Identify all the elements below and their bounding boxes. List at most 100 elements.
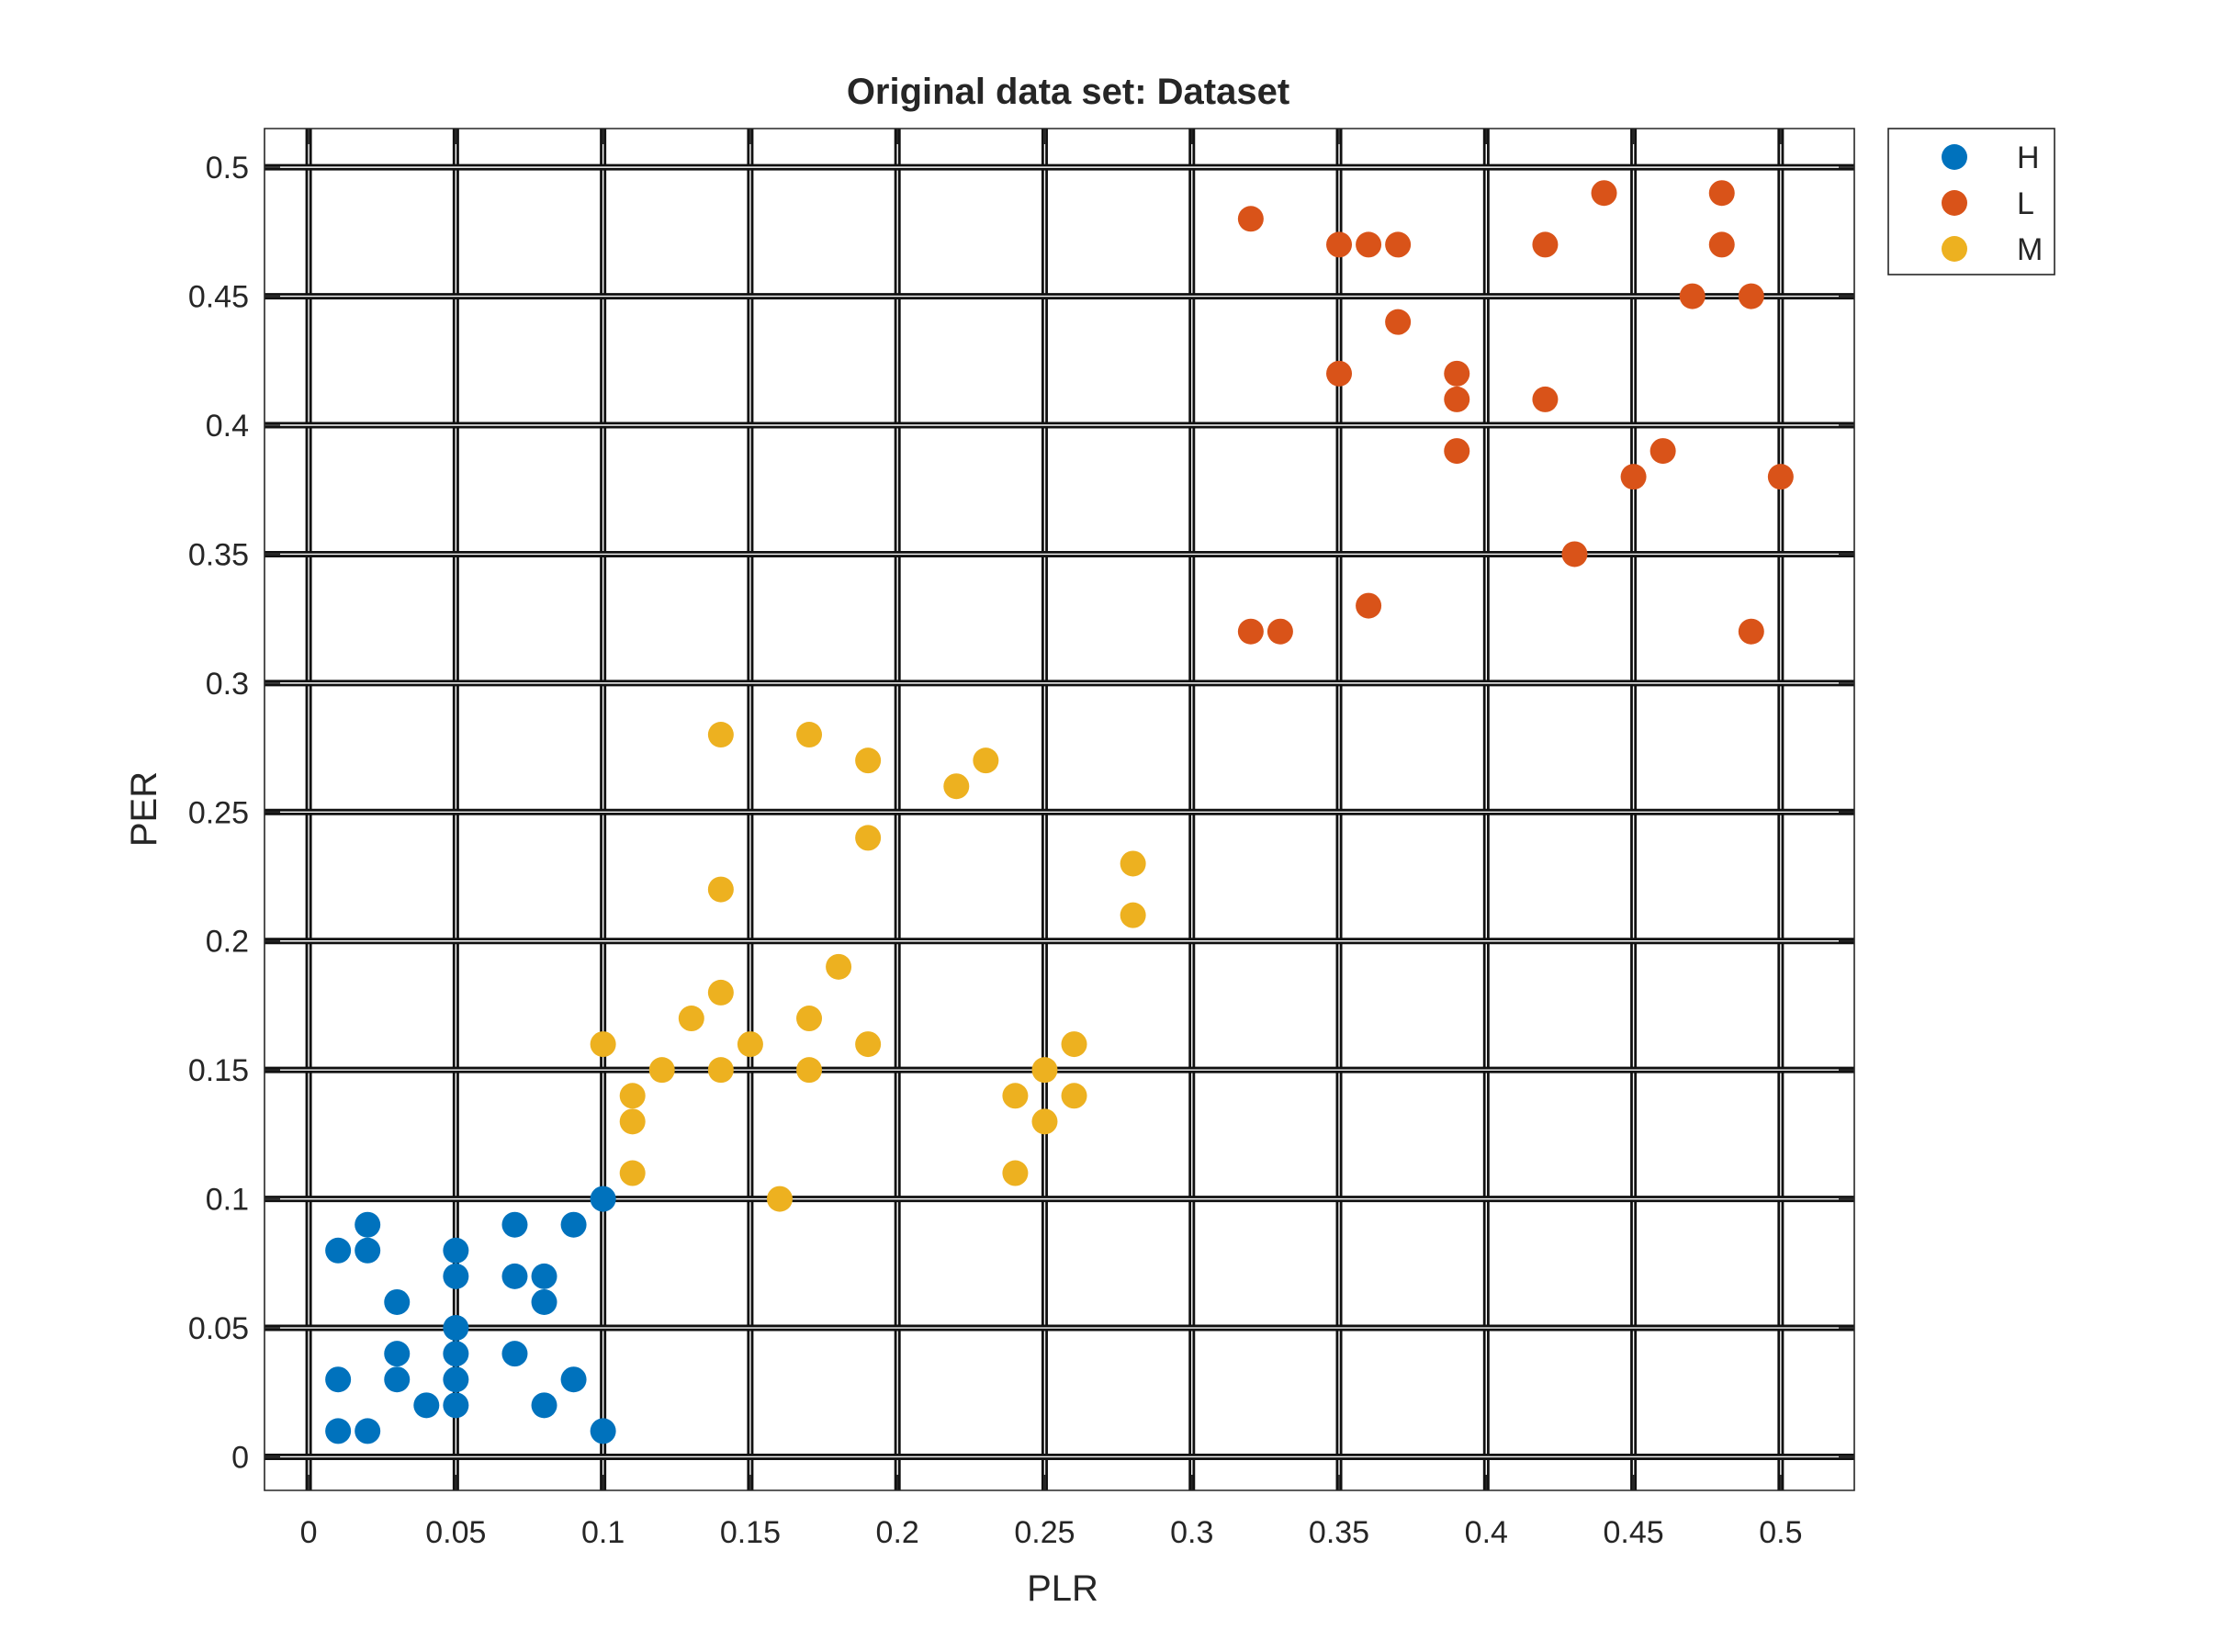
data-point-L bbox=[1444, 360, 1470, 387]
data-point-M bbox=[796, 722, 823, 748]
data-point-M bbox=[619, 1160, 646, 1186]
data-point-L bbox=[1561, 541, 1588, 568]
data-point-H bbox=[384, 1288, 411, 1315]
y-tick-label: 0.45 bbox=[188, 280, 249, 315]
data-point-H bbox=[325, 1237, 352, 1264]
data-point-M bbox=[973, 747, 999, 774]
data-point-M bbox=[707, 1057, 734, 1084]
y-tick-labels: 0 0.05 0.1 0.15 0.2 0.25 0.3 0.35 0.4 0.45 0.5 bbox=[188, 151, 249, 1475]
x-tick-label: 0.25 bbox=[1014, 1515, 1075, 1550]
data-point-H bbox=[325, 1366, 352, 1393]
data-point-M bbox=[707, 979, 734, 1006]
data-point-M bbox=[737, 1031, 763, 1058]
legend-box bbox=[1887, 128, 2055, 275]
data-point-M bbox=[1120, 902, 1146, 928]
x-tick-label: 0.05 bbox=[425, 1515, 486, 1550]
data-points bbox=[325, 180, 1794, 1444]
data-point-M bbox=[1061, 1083, 1087, 1109]
data-point-L bbox=[1356, 592, 1382, 619]
data-point-H bbox=[384, 1341, 411, 1367]
data-point-H bbox=[531, 1392, 557, 1419]
data-point-H bbox=[325, 1418, 352, 1444]
y-tick-label: 0.15 bbox=[188, 1053, 249, 1088]
x-tick-label: 0.3 bbox=[1170, 1515, 1213, 1550]
data-point-H bbox=[443, 1392, 469, 1419]
data-point-H bbox=[531, 1263, 557, 1289]
data-point-L bbox=[1679, 283, 1706, 309]
y-tick-label: 0.1 bbox=[206, 1183, 249, 1218]
data-point-L bbox=[1267, 618, 1293, 645]
series-L bbox=[1237, 180, 1794, 645]
x-tick-label: 0.35 bbox=[1309, 1515, 1369, 1550]
x-tick-label: 0.1 bbox=[581, 1515, 625, 1550]
data-point-M bbox=[1061, 1031, 1087, 1058]
data-point-H bbox=[443, 1237, 469, 1264]
legend: HLM bbox=[1887, 128, 2055, 275]
data-point-M bbox=[648, 1057, 675, 1084]
data-point-M bbox=[855, 825, 882, 851]
y-tick-label: 0.2 bbox=[206, 925, 249, 960]
data-point-L bbox=[1385, 231, 1412, 258]
tick-marks bbox=[265, 129, 1854, 1490]
legend-marker-M bbox=[1942, 236, 1967, 262]
y-tick-label: 0.3 bbox=[206, 667, 249, 702]
y-tick-label: 0.25 bbox=[188, 795, 249, 830]
data-point-M bbox=[796, 1057, 823, 1084]
data-point-M bbox=[943, 773, 970, 800]
data-point-M bbox=[1120, 850, 1146, 877]
data-point-M bbox=[1002, 1160, 1029, 1186]
y-tick-label: 0.4 bbox=[206, 409, 249, 444]
data-point-M bbox=[1002, 1083, 1029, 1109]
data-point-M bbox=[766, 1186, 793, 1212]
y-tick-label: 0.35 bbox=[188, 537, 249, 572]
legend-marker-L bbox=[1942, 190, 1967, 216]
x-axis-label: PLR bbox=[1027, 1568, 1098, 1609]
data-point-M bbox=[619, 1108, 646, 1135]
data-point-L bbox=[1356, 231, 1382, 258]
data-point-L bbox=[1237, 618, 1264, 645]
data-point-L bbox=[1738, 283, 1764, 309]
data-point-M bbox=[619, 1083, 646, 1109]
x-tick-label: 0.5 bbox=[1759, 1515, 1802, 1550]
x-tick-labels: 0 0.05 0.1 0.15 0.2 0.25 0.3 0.35 0.4 0.45 0.5 bbox=[300, 1515, 1803, 1550]
data-point-M bbox=[826, 953, 852, 980]
data-point-M bbox=[678, 1006, 704, 1032]
series-M bbox=[590, 722, 1146, 1212]
data-point-L bbox=[1532, 231, 1559, 258]
data-point-H bbox=[413, 1392, 440, 1419]
data-point-L bbox=[1591, 180, 1617, 207]
legend-marker-H bbox=[1942, 144, 1967, 170]
grid-lines bbox=[265, 129, 1854, 1490]
series-H bbox=[325, 1186, 616, 1444]
data-point-L bbox=[1620, 464, 1647, 490]
data-point-H bbox=[355, 1237, 381, 1264]
data-point-L bbox=[1532, 386, 1559, 412]
x-tick-label: 0.15 bbox=[720, 1515, 781, 1550]
y-tick-label: 0.5 bbox=[206, 151, 249, 185]
axes-box bbox=[264, 128, 1855, 1491]
data-point-L bbox=[1385, 309, 1412, 335]
data-point-M bbox=[855, 747, 882, 774]
data-point-L bbox=[1326, 360, 1353, 387]
data-point-M bbox=[796, 1006, 823, 1032]
data-point-H bbox=[560, 1211, 587, 1238]
legend-label-H: H bbox=[2017, 140, 2040, 175]
data-point-L bbox=[1444, 386, 1470, 412]
y-tick-label: 0 bbox=[231, 1440, 249, 1475]
data-point-M bbox=[707, 876, 734, 903]
x-tick-label: 0.2 bbox=[876, 1515, 919, 1550]
data-point-L bbox=[1767, 464, 1794, 490]
data-point-H bbox=[560, 1366, 587, 1393]
data-point-H bbox=[443, 1315, 469, 1342]
data-point-H bbox=[531, 1288, 557, 1315]
data-point-H bbox=[443, 1366, 469, 1393]
legend-label-M: M bbox=[2017, 232, 2043, 267]
data-point-H bbox=[443, 1263, 469, 1289]
data-point-L bbox=[1237, 206, 1264, 232]
y-axis-label: PER bbox=[124, 771, 164, 847]
data-point-L bbox=[1708, 231, 1735, 258]
data-point-L bbox=[1326, 231, 1353, 258]
data-point-M bbox=[707, 722, 734, 748]
data-point-M bbox=[1031, 1108, 1058, 1135]
